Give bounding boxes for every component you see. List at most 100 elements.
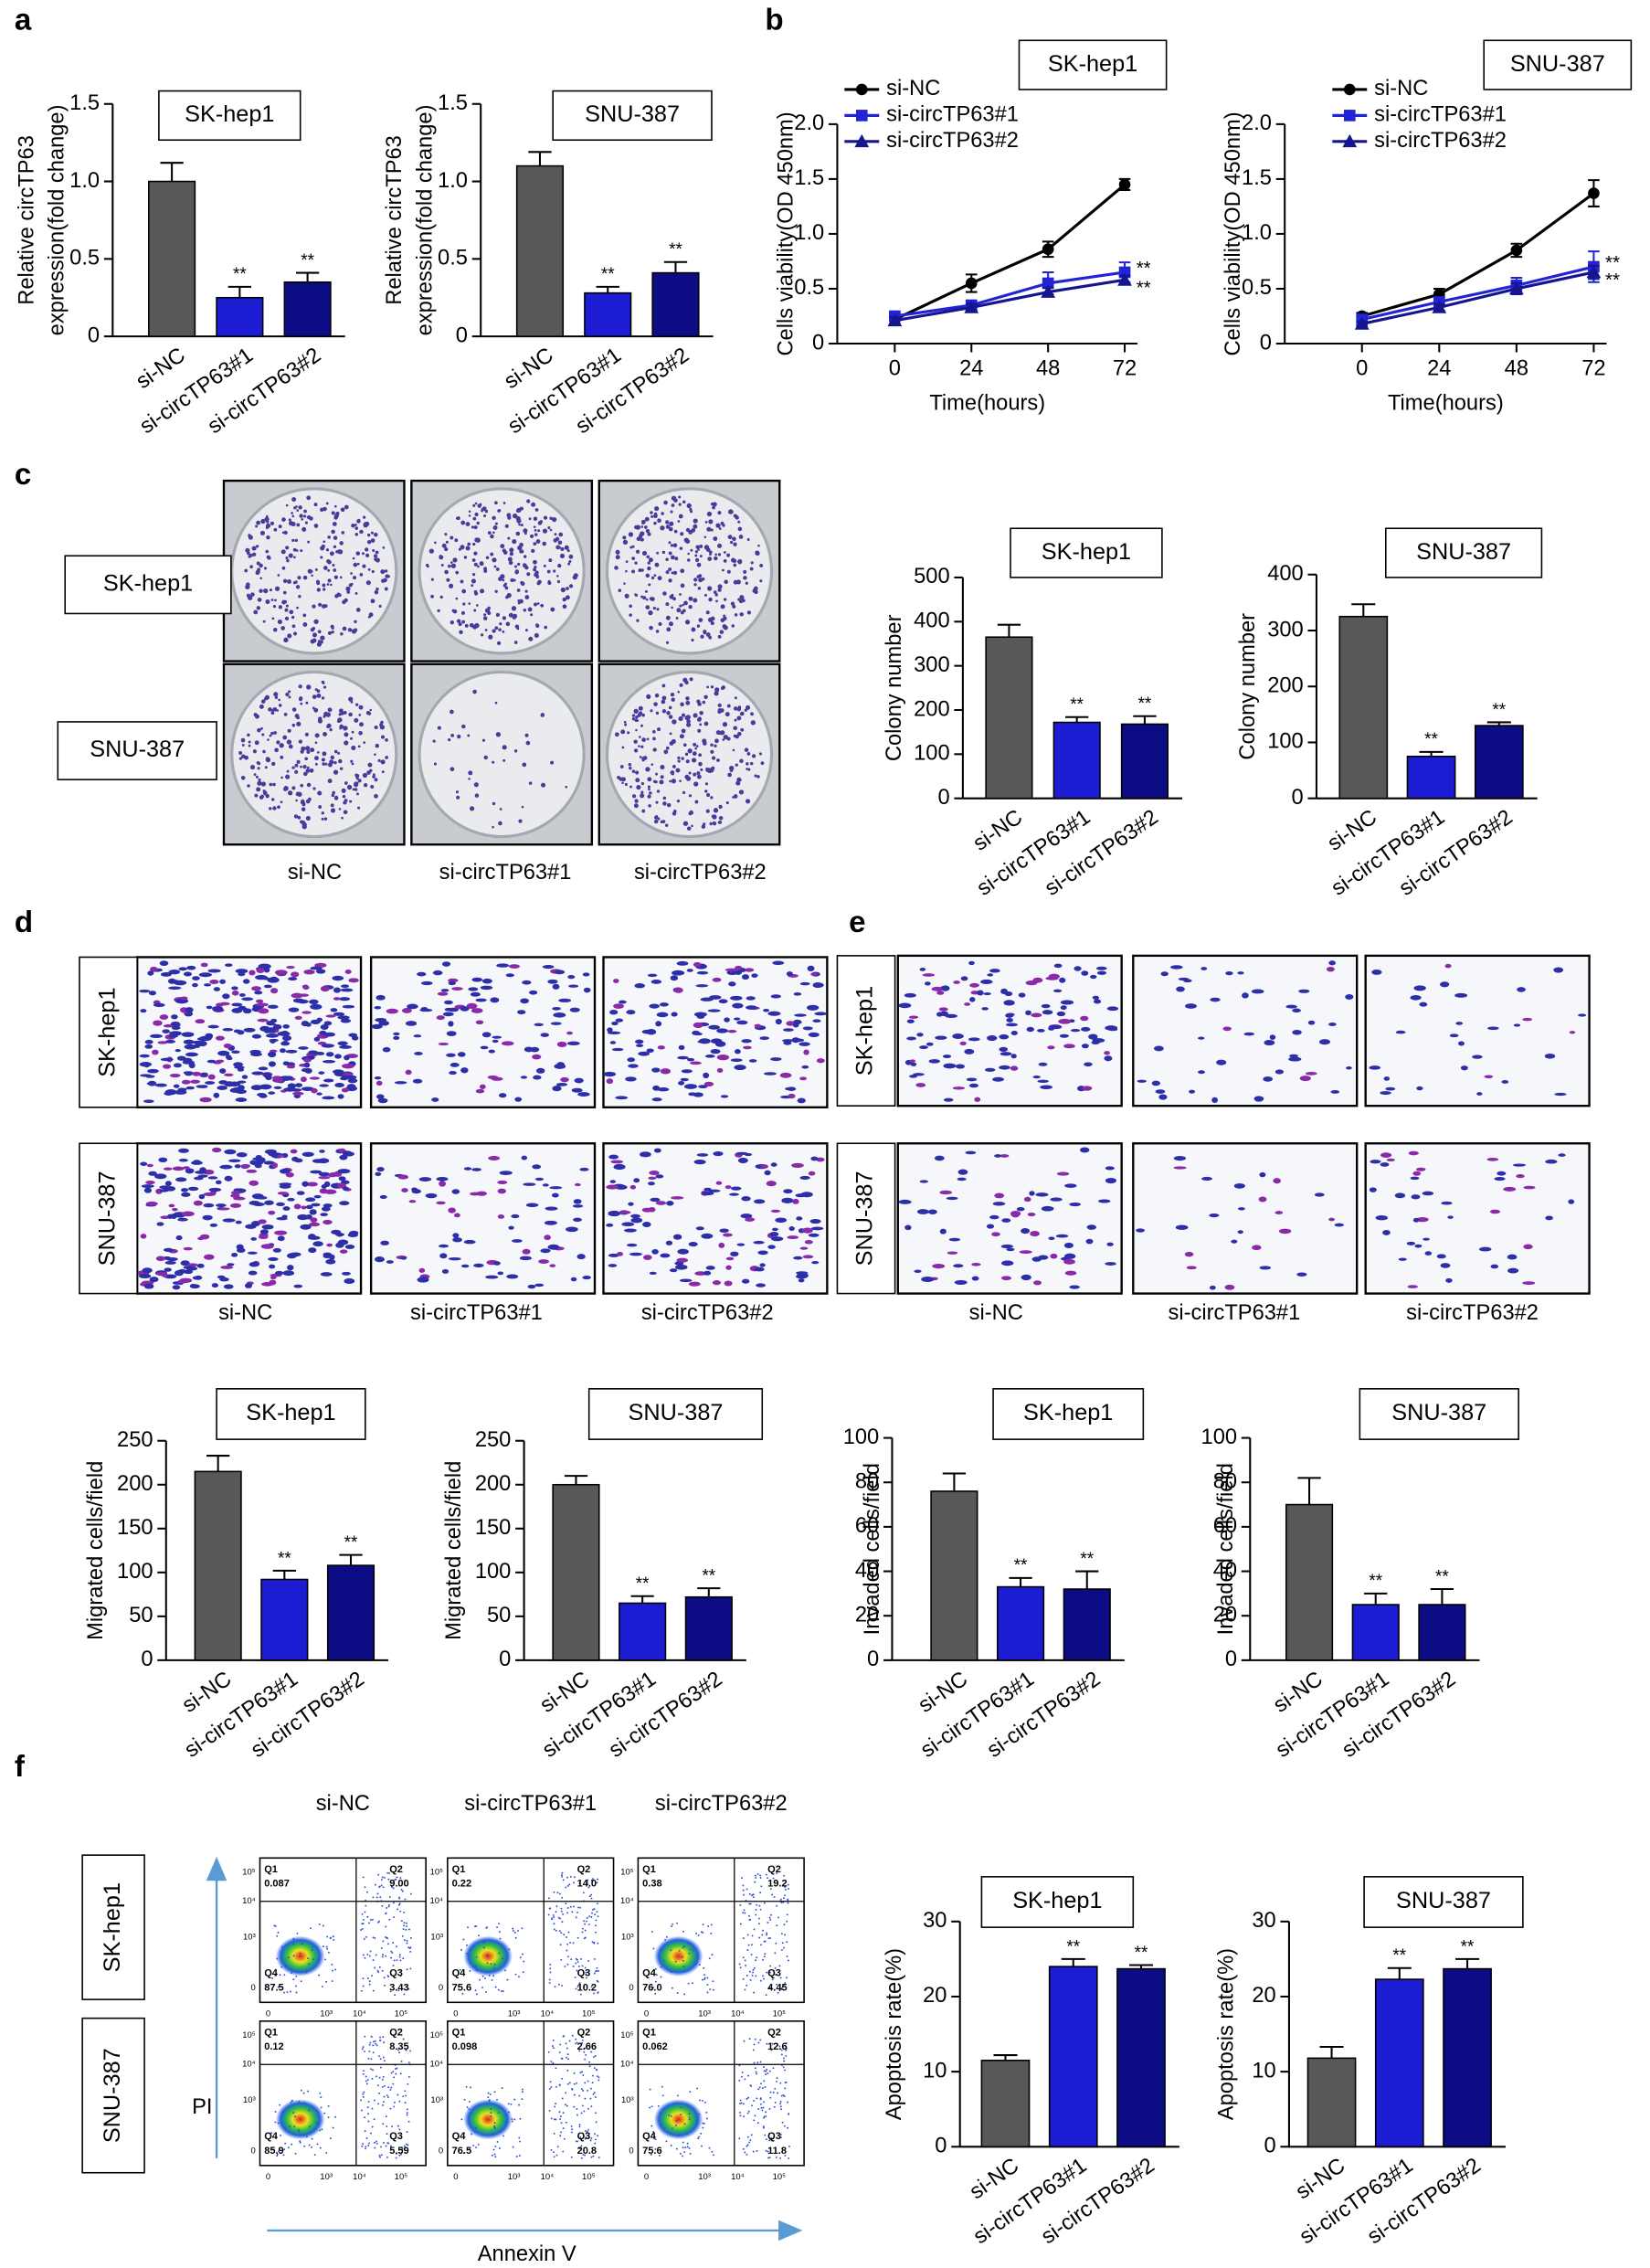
cell: [1288, 1056, 1302, 1062]
colony: [315, 579, 321, 584]
event: [381, 1955, 384, 1958]
colony: [329, 759, 334, 765]
cell: [655, 1201, 667, 1205]
event: [499, 1937, 502, 1940]
event: [581, 1927, 584, 1930]
cell: [781, 1197, 794, 1203]
colony: [490, 534, 494, 539]
colony: [288, 790, 293, 796]
cell: [803, 1049, 809, 1055]
colony: [444, 569, 449, 575]
event: [785, 2047, 788, 2050]
cell: [318, 1176, 331, 1180]
cell: [294, 1158, 303, 1163]
colony: [265, 549, 270, 554]
colony: [477, 503, 481, 508]
cell: [938, 1007, 948, 1012]
event: [378, 1886, 381, 1889]
event: [290, 2101, 292, 2104]
colony: [330, 624, 334, 629]
event: [593, 2067, 596, 2070]
colony: [731, 557, 736, 563]
cell: [310, 1019, 321, 1024]
cell: [160, 1057, 174, 1062]
colony: [441, 543, 447, 548]
cell: [281, 1030, 289, 1034]
cell: [1416, 1086, 1423, 1091]
event: [323, 2112, 326, 2114]
event: [496, 2141, 499, 2143]
event: [478, 1934, 480, 1937]
cell: [342, 1186, 349, 1192]
cell: [1183, 979, 1192, 983]
cell: [258, 1066, 269, 1071]
colony: [669, 732, 672, 736]
cell: [296, 1191, 305, 1195]
event: [302, 2134, 305, 2136]
cell: [1259, 1171, 1266, 1178]
colony: [313, 619, 319, 624]
y-tick-label: 40: [855, 1559, 879, 1583]
event: [587, 2107, 589, 2110]
colony: [385, 738, 388, 742]
event: [760, 2103, 762, 2105]
colony: [734, 613, 738, 617]
cell: [334, 1054, 342, 1059]
cell: [641, 1207, 653, 1213]
event: [387, 2086, 390, 2089]
cell: [405, 1069, 412, 1076]
colony: [708, 635, 713, 640]
flow-y-tick: 0: [439, 2146, 443, 2157]
quadrant-label: Q2: [389, 2027, 403, 2038]
event: [316, 2122, 319, 2125]
event: [753, 2119, 756, 2122]
cell: [203, 1192, 217, 1197]
cell: [619, 1210, 631, 1214]
event: [466, 2106, 469, 2109]
colony: [500, 544, 505, 549]
flow-y-tick: 10⁵: [430, 1868, 444, 1878]
event: [589, 2097, 592, 2100]
event: [375, 1896, 378, 1899]
colony: [679, 779, 682, 782]
colony: [702, 700, 706, 705]
colony: [333, 504, 337, 508]
event: [680, 2106, 682, 2109]
y-tick-label: 150: [475, 1516, 512, 1540]
colony: [458, 547, 461, 551]
cell: [809, 1218, 821, 1224]
colony: [272, 604, 277, 609]
cell: [295, 1083, 303, 1087]
event: [590, 2156, 593, 2158]
event: [283, 2148, 286, 2151]
event: [584, 2058, 587, 2061]
colony: [654, 562, 660, 567]
cell: [1553, 967, 1564, 973]
cell: [444, 1000, 453, 1005]
colony: [724, 579, 728, 585]
cell: [522, 1248, 531, 1255]
event: [523, 1960, 525, 1963]
event: [548, 2109, 551, 2112]
row-label-box: [79, 1142, 138, 1295]
colony: [294, 714, 300, 718]
colony: [333, 760, 337, 765]
colony: [657, 518, 661, 524]
colony: [374, 532, 378, 537]
cell: [441, 1268, 450, 1274]
transwell-image: [1132, 954, 1359, 1108]
event: [383, 2041, 386, 2044]
colony: [719, 630, 725, 634]
event: [654, 2147, 657, 2150]
event: [554, 2105, 556, 2108]
cell: [1047, 1045, 1055, 1050]
cell: [1176, 986, 1185, 992]
colony: [739, 758, 744, 764]
cell: [274, 970, 288, 976]
cell: [145, 1201, 158, 1206]
event: [779, 1977, 782, 1979]
event: [571, 2087, 573, 2090]
cell: [1092, 1038, 1105, 1044]
event: [767, 1937, 770, 1940]
event: [697, 2137, 700, 2140]
